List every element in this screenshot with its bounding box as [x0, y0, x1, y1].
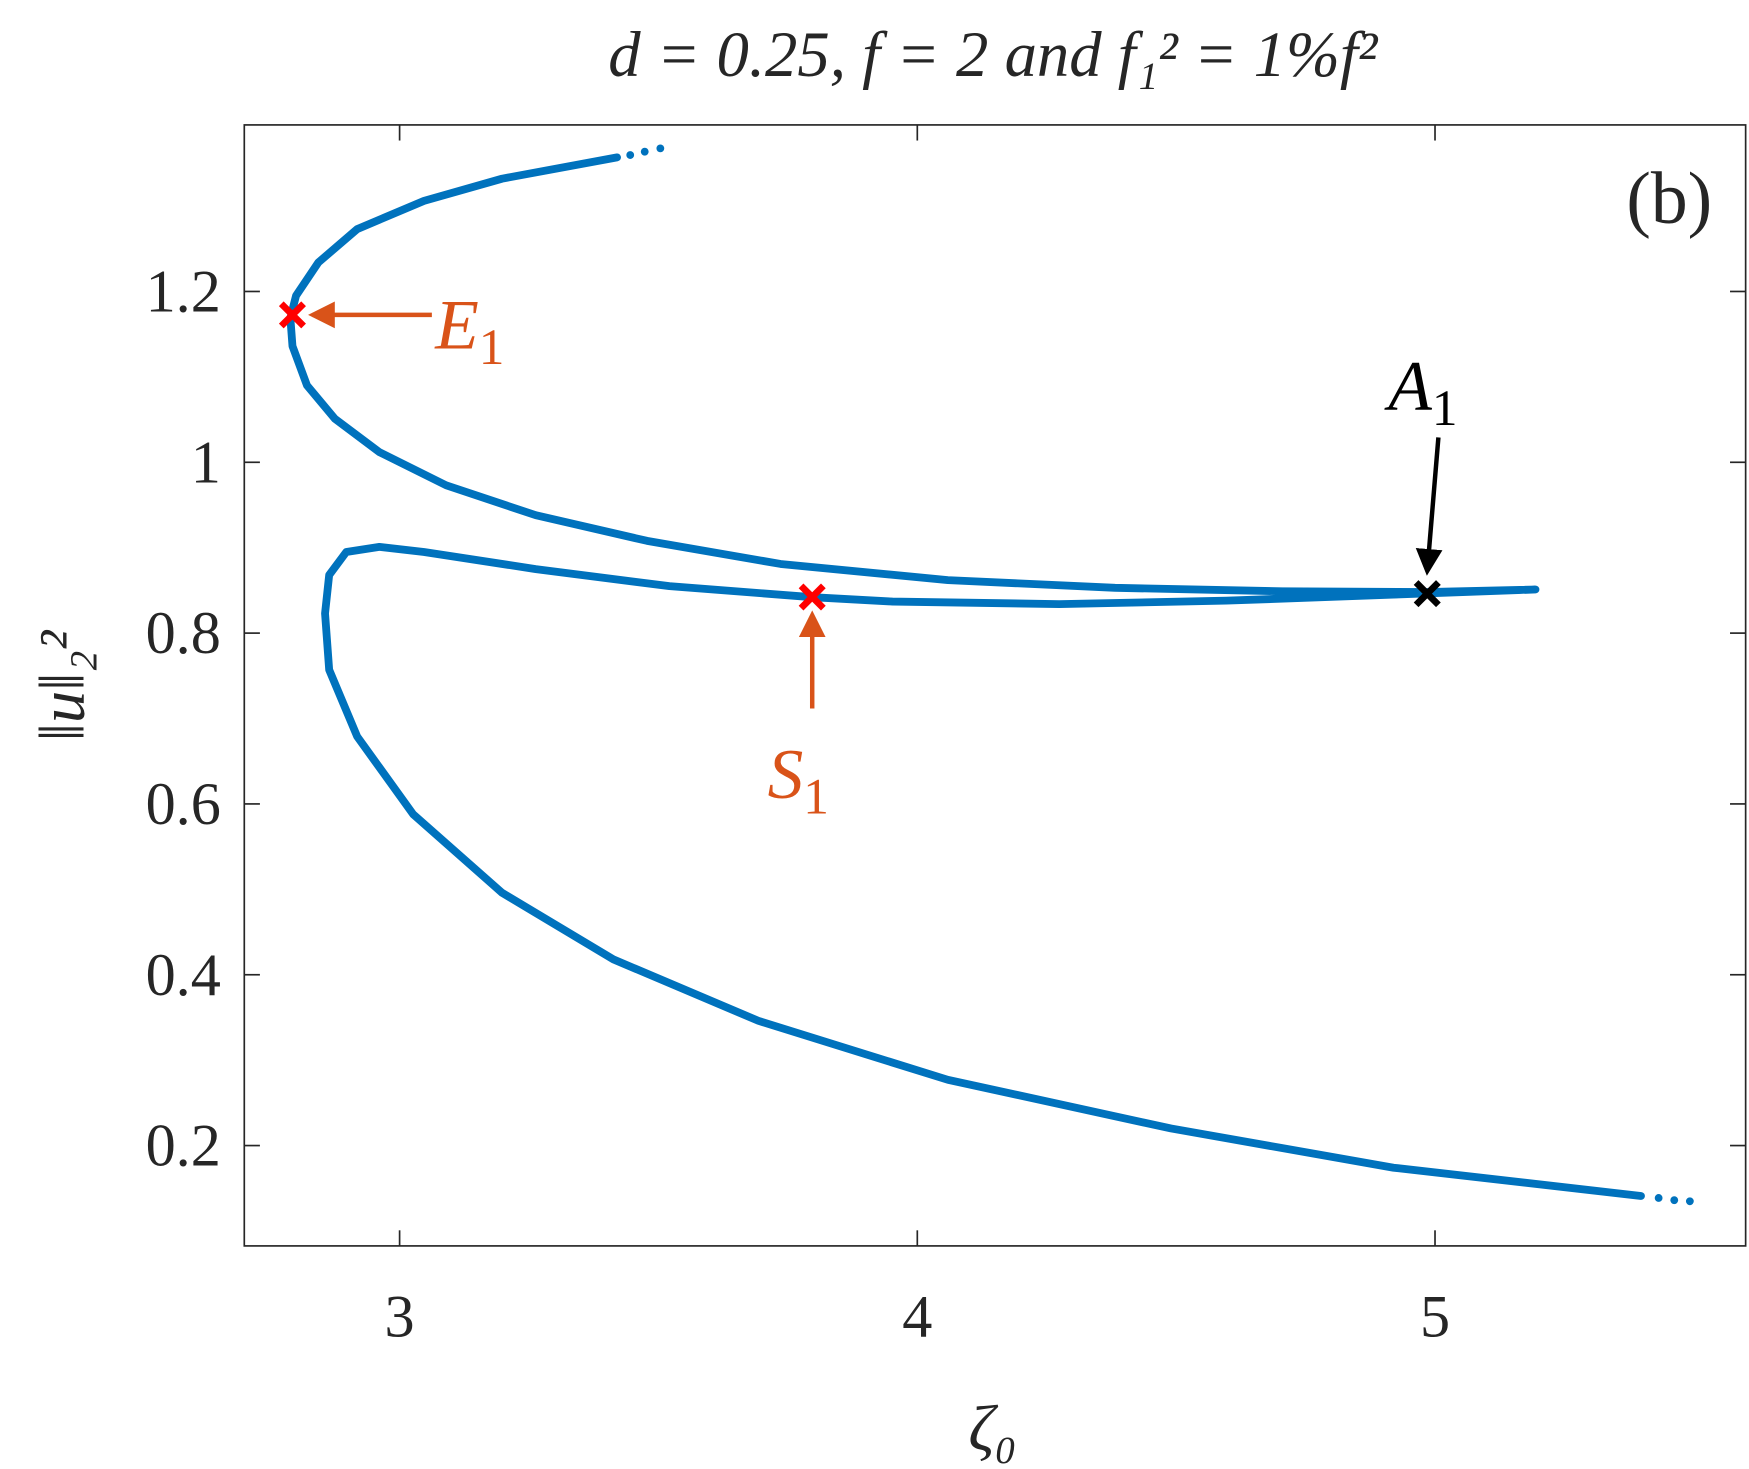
point-marker: [278, 301, 306, 329]
annotation-name: A: [1384, 347, 1432, 426]
annotation-label: A1: [1384, 347, 1457, 438]
chart-title: d = 0.25, f = 2 and f₁² = 1%f²: [608, 18, 1379, 90]
point-marker: [798, 583, 826, 611]
annotation-name: E: [434, 285, 479, 364]
dot: [1685, 1197, 1694, 1206]
annotation-arrow: [1415, 437, 1443, 576]
y-tick-label: 1: [191, 429, 221, 496]
point-marker: [1413, 580, 1441, 608]
dot: [626, 151, 635, 159]
annotation-label: S1: [768, 735, 829, 826]
panel-label: (b): [1626, 157, 1712, 239]
x-tick-label: 3: [385, 1283, 415, 1350]
dot: [1654, 1194, 1663, 1202]
y-tick-label: 0.8: [146, 600, 221, 667]
x-tick-label: 5: [1420, 1283, 1450, 1350]
cross: [798, 583, 826, 611]
plot-frame: [243, 124, 1747, 1247]
y-tick-label: 1.2: [146, 259, 221, 326]
x-tick-label: 4: [902, 1283, 932, 1350]
annotation-subscript: 1: [803, 768, 829, 825]
y-axis-label: ‖u‖₂²: [26, 629, 98, 741]
y-tick-label: 0.6: [146, 771, 221, 838]
annotation-label: E1: [434, 285, 504, 376]
annotation-subscript: 1: [479, 319, 505, 376]
dot: [656, 144, 665, 153]
cross: [1413, 580, 1441, 608]
dot: [640, 147, 649, 156]
dot: [1670, 1196, 1679, 1205]
x-axis-label: ζ₀: [968, 1392, 1017, 1464]
curve: [286, 153, 1645, 1200]
cross: [278, 301, 306, 329]
continuation-dots: [626, 144, 1694, 1206]
y-tick-label: 0.2: [146, 1113, 221, 1180]
annotation-name: S: [768, 735, 804, 814]
y-tick-label: 0.4: [146, 942, 221, 1009]
annotation-subscript: 1: [1432, 380, 1458, 437]
